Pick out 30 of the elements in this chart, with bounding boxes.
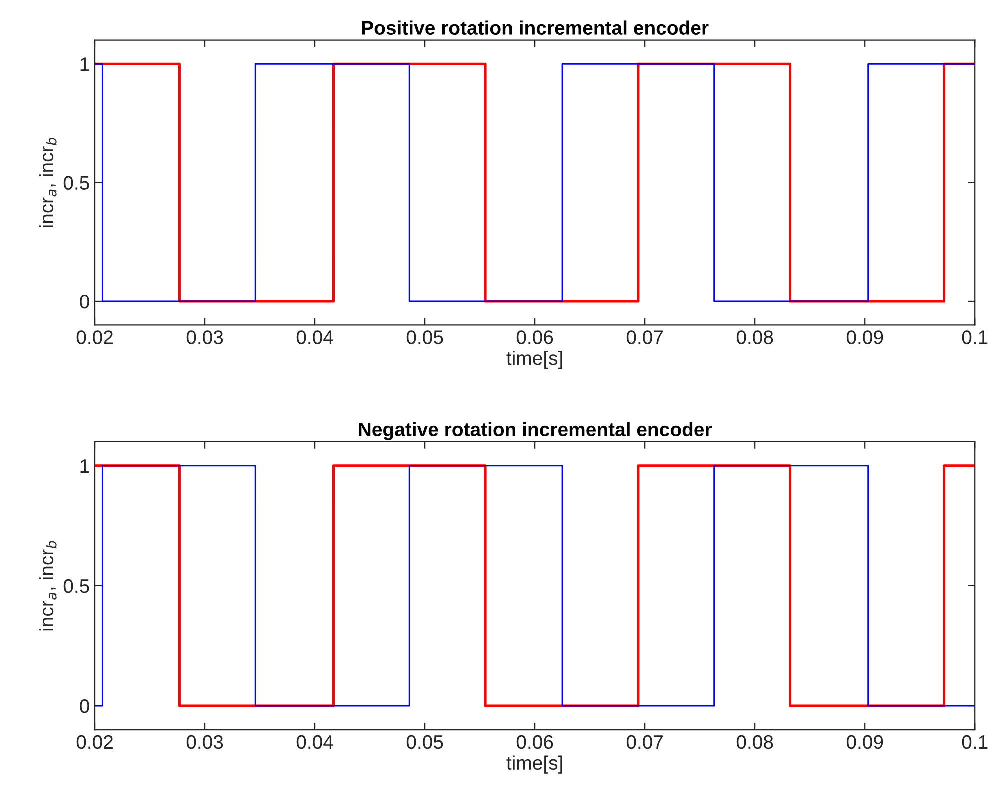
y-tick-label: 0.5 — [64, 579, 90, 594]
y-tick-label: 1 — [80, 460, 90, 473]
x-tick-label: 0.1 — [962, 735, 988, 750]
y-tick-label: 0 — [80, 699, 90, 714]
y-axis-title: incr$_{a}$, incr$_{b}$ — [39, 138, 57, 228]
x-tick-label: 0.06 — [516, 330, 554, 344]
x-tick-label: 0.06 — [516, 735, 554, 750]
chart-title: Negative rotation incremental encoder — [359, 422, 712, 440]
x-tick-label: 0.09 — [846, 735, 884, 750]
y-tick-label: 0 — [80, 294, 90, 309]
y-tick-label: 0.5 — [64, 176, 90, 190]
x-tick-label: 0.02 — [76, 735, 113, 750]
x-tick-label: 0.08 — [736, 735, 774, 750]
x-tick-label: 0.04 — [296, 330, 334, 344]
x-tick-label: 0.05 — [406, 735, 444, 750]
x-tick-label: 0.1 — [962, 330, 988, 344]
x-tick-label: 0.09 — [846, 330, 884, 344]
y-axis-title: incr$_{a}$, incr$_{b}$ — [39, 541, 57, 631]
y-tick-label: 1 — [80, 58, 90, 72]
x-axis-title: time[s] — [506, 350, 562, 370]
x-tick-label: 0.04 — [296, 735, 334, 750]
x-tick-label: 0.07 — [626, 330, 664, 344]
x-tick-label: 0.03 — [186, 735, 224, 750]
x-tick-label: 0.07 — [626, 735, 664, 750]
x-tick-label: 0.03 — [186, 330, 224, 344]
x-axis-title: time[s] — [506, 756, 562, 774]
chart-title: Positive rotation incremental encoder — [362, 20, 709, 35]
x-tick-label: 0.08 — [736, 330, 774, 344]
x-tick-label: 0.02 — [76, 330, 113, 344]
x-tick-label: 0.05 — [406, 330, 444, 344]
